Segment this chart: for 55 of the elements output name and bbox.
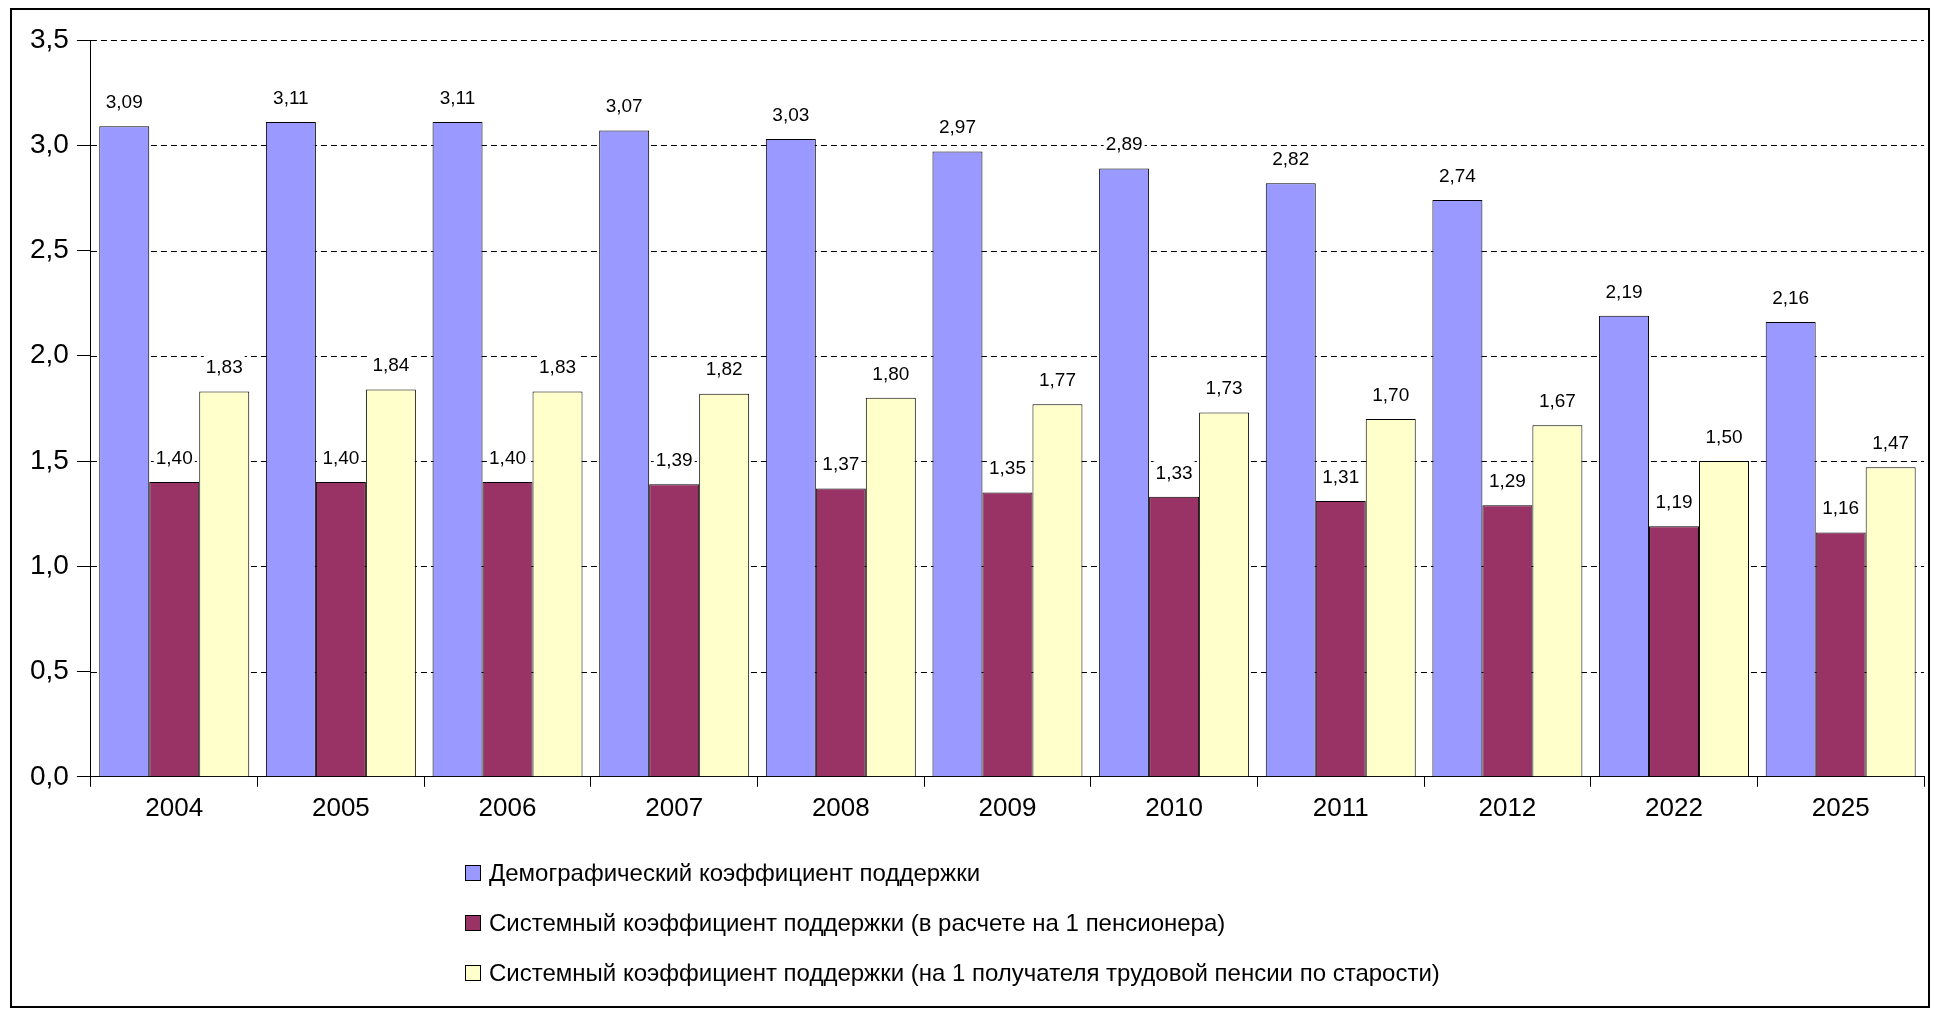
data-label: 1,82 bbox=[705, 358, 743, 380]
data-label: 1,67 bbox=[1538, 389, 1576, 411]
data-label: 1,80 bbox=[872, 362, 910, 384]
data-label: 2,74 bbox=[1438, 164, 1477, 186]
y-tick-label: 0,5 bbox=[29, 654, 69, 686]
data-label: 1,40 bbox=[322, 446, 360, 468]
legend-label: Системный коэффициент поддержки (на 1 получателя трудовой пенсии по старости) bbox=[489, 959, 1440, 987]
data-label: 2,97 bbox=[938, 116, 976, 138]
x-tick-label: 2009 bbox=[978, 791, 1037, 822]
data-label: 1,31 bbox=[1322, 465, 1360, 487]
x-tick-label: 2005 bbox=[311, 791, 370, 822]
y-tick-label: 3,0 bbox=[29, 127, 69, 159]
data-label: 1,29 bbox=[1488, 469, 1526, 491]
data-label: 1,39 bbox=[655, 448, 693, 470]
data-label: 3,11 bbox=[439, 86, 476, 108]
data-label: 1,40 bbox=[155, 446, 193, 468]
data-label: 1,19 bbox=[1655, 491, 1693, 513]
data-label: 1,77 bbox=[1038, 368, 1076, 390]
y-tick-label: 0,0 bbox=[29, 759, 69, 791]
x-tick-label: 2022 bbox=[1645, 791, 1703, 822]
data-label: 1,33 bbox=[1155, 461, 1193, 483]
y-tick-label: 1,0 bbox=[29, 549, 69, 580]
data-label: 1,37 bbox=[822, 453, 860, 475]
data-label: 3,09 bbox=[105, 91, 143, 113]
y-tick-label: 2,5 bbox=[29, 233, 69, 265]
x-tick-label: 2011 bbox=[1312, 791, 1369, 822]
data-label: 1,84 bbox=[372, 354, 410, 376]
x-tick-label: 2012 bbox=[1478, 791, 1537, 822]
data-label: 1,35 bbox=[988, 457, 1026, 479]
y-tick-label: 3,5 bbox=[29, 22, 69, 54]
legend-label: Системный коэффициент поддержки (в расчете на 1 пенсионера) bbox=[489, 909, 1226, 937]
y-tick-label: 1,5 bbox=[29, 443, 69, 475]
data-label: 1,47 bbox=[1872, 432, 1910, 454]
data-label: 2,19 bbox=[1605, 280, 1643, 302]
x-tick-label: 2008 bbox=[811, 791, 870, 822]
x-tick-label: 2007 bbox=[645, 791, 704, 822]
data-label: 1,40 bbox=[489, 446, 527, 468]
data-label: 1,70 bbox=[1372, 383, 1410, 405]
data-label: 1,16 bbox=[1822, 497, 1860, 519]
data-label: 3,07 bbox=[605, 95, 643, 117]
data-label: 1,83 bbox=[539, 356, 577, 378]
data-label: 2,16 bbox=[1772, 286, 1810, 308]
x-tick-label: 2010 bbox=[1145, 791, 1204, 822]
data-label: 1,83 bbox=[205, 356, 243, 378]
legend-label: Демографический коэффициент поддержки bbox=[489, 859, 981, 887]
x-tick-label: 2004 bbox=[145, 791, 204, 822]
data-label: 1,50 bbox=[1705, 425, 1743, 447]
data-label: 1,73 bbox=[1205, 377, 1243, 399]
x-tick-label: 2006 bbox=[478, 791, 537, 822]
data-label: 2,82 bbox=[1272, 147, 1310, 169]
data-label: 3,03 bbox=[772, 103, 810, 125]
data-label: 3,11 bbox=[273, 86, 309, 108]
data-label: 2,89 bbox=[1105, 133, 1143, 155]
x-tick-label: 2025 bbox=[1811, 791, 1870, 822]
y-tick-label: 2,0 bbox=[29, 338, 69, 370]
